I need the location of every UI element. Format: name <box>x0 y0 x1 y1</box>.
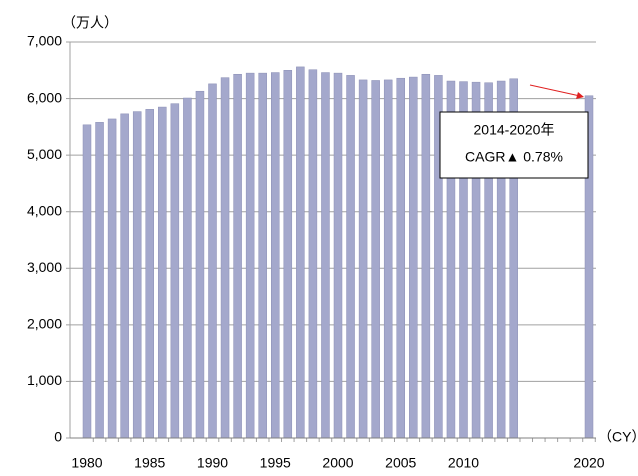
arrow-line <box>529 84 581 97</box>
x-tick-label: 1990 <box>197 455 228 471</box>
bar <box>396 77 405 439</box>
y-tick-label: 1,000 <box>27 372 62 388</box>
annotation-text: CAGR▲ 0.78% <box>465 149 563 165</box>
bar <box>107 118 117 439</box>
bar <box>183 97 192 439</box>
x-tick-label: 1995 <box>260 455 291 471</box>
bar <box>409 76 418 439</box>
x-tick-label: 2020 <box>573 455 604 471</box>
y-tick-label: 5,000 <box>27 146 62 162</box>
y-tick-label: 6,000 <box>27 89 62 105</box>
bar <box>308 69 318 439</box>
bar <box>195 90 205 439</box>
bar <box>245 72 255 439</box>
x-tick-label: 2000 <box>322 455 353 471</box>
y-axis-label: （万人） <box>62 15 118 31</box>
annotation-box <box>439 111 589 179</box>
x-tick-label: 1985 <box>134 455 165 471</box>
bar <box>333 72 343 439</box>
bar <box>158 106 167 439</box>
arrow-head <box>576 92 584 99</box>
annotation-text: 2014-2020年 <box>474 122 555 138</box>
bar <box>258 72 267 439</box>
x-axis-label: （CY） <box>598 429 638 445</box>
bar <box>208 83 217 439</box>
y-tick-label: 7,000 <box>27 33 62 49</box>
bar <box>233 73 242 439</box>
bar <box>371 80 380 439</box>
y-tick-label: 2,000 <box>27 316 62 332</box>
bar <box>283 70 293 439</box>
bar <box>421 73 431 439</box>
bar <box>132 111 142 439</box>
x-tick-label: 1980 <box>71 455 102 471</box>
x-tick-label: 2010 <box>448 455 479 471</box>
bar <box>346 75 355 439</box>
y-tick-label: 3,000 <box>27 259 62 275</box>
bar <box>82 124 92 439</box>
bar <box>145 109 154 439</box>
bar <box>296 66 305 439</box>
bar <box>321 72 330 439</box>
y-tick-label: 4,000 <box>27 202 62 218</box>
bar <box>220 77 230 439</box>
bar <box>271 72 280 439</box>
bar <box>120 113 129 439</box>
y-tick-label: 0 <box>54 429 62 445</box>
bar <box>383 79 393 439</box>
bar <box>358 79 368 439</box>
x-tick-label: 2005 <box>385 455 416 471</box>
bar <box>95 122 104 439</box>
bar <box>170 103 180 439</box>
